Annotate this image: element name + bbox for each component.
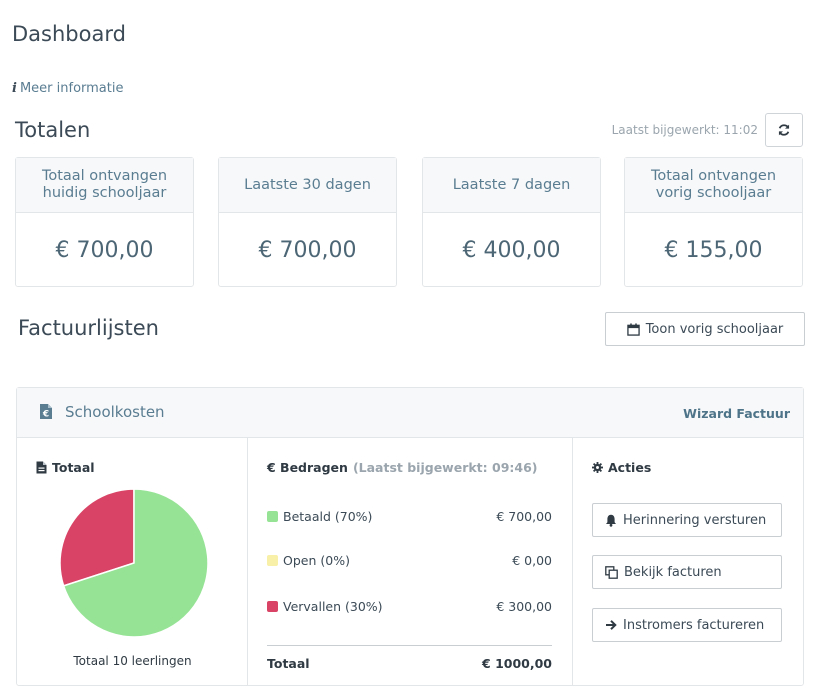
totals-last-updated: Laatst bijgewerkt: 11:02 (611, 123, 758, 137)
amounts-last-updated: (Laatst bijgewerkt: 09:46) (352, 460, 538, 475)
panel-title: Schoolkosten (65, 403, 165, 421)
card-value: € 700,00 (55, 237, 154, 263)
info-icon: i (12, 81, 17, 96)
school-costs-panel: € Schoolkosten Wizard Factuur Totaal Tot… (16, 387, 804, 686)
total-label: Totaal (267, 656, 310, 671)
bell-icon (606, 514, 616, 527)
pie-slice-vervallen (59, 488, 135, 587)
pie-slice-betaald (62, 488, 209, 638)
total-column: Totaal Totaal 10 leerlingen (17, 438, 248, 686)
file-icon (36, 461, 47, 474)
actions-column: Acties Herinnering versturen Bekijk fact… (573, 438, 804, 686)
card-value: € 400,00 (462, 237, 561, 263)
send-reminder-button[interactable]: Herinnering versturen (592, 503, 782, 537)
legend-swatch (267, 601, 278, 612)
calendar-icon (626, 322, 640, 336)
invoice-lists-title: Factuurlijsten (18, 316, 159, 340)
total-amount: € 1000,00 (482, 656, 552, 671)
invoice-newcomers-button[interactable]: Instromers factureren (592, 608, 782, 642)
amount-value: € 700,00 (496, 509, 552, 524)
amounts-column-title: € Bedragen (Laatst bijgewerkt: 09:46) (267, 460, 538, 475)
card-value: € 700,00 (258, 237, 357, 263)
refresh-icon (778, 124, 790, 136)
total-card-30-days: Laatste 30 dagen € 700,00 (218, 157, 397, 287)
total-card-current-year: Totaal ontvangen huidig schooljaar € 700… (15, 157, 194, 287)
wizard-invoice-link[interactable]: Wizard Factuur (683, 406, 790, 421)
invoice-newcomers-label: Instromers factureren (623, 617, 765, 633)
amount-total-row: Totaal € 1000,00 (267, 645, 552, 671)
payment-pie-chart (59, 488, 209, 638)
pie-caption: Totaal 10 leerlingen (73, 654, 192, 668)
amount-value: € 0,00 (512, 553, 552, 568)
total-card-7-days: Laatste 7 dagen € 400,00 (422, 157, 601, 287)
show-previous-year-label: Toon vorig schooljaar (645, 321, 784, 337)
actions-column-title: Acties (592, 460, 651, 475)
card-label: Totaal ontvangen huidig schooljaar (16, 158, 193, 213)
totals-title: Totalen (15, 118, 91, 142)
legend-swatch (267, 555, 278, 566)
total-column-title: Totaal (36, 460, 95, 475)
page-title: Dashboard (12, 22, 126, 46)
svg-text:€: € (42, 410, 49, 420)
more-info-link[interactable]: i Meer informatie (12, 81, 123, 96)
total-card-previous-year: Totaal ontvangen vorig schooljaar € 155,… (624, 157, 803, 287)
card-value: € 155,00 (664, 237, 763, 263)
amount-row-paid: Betaald (70%) € 700,00 (267, 509, 552, 524)
arrow-right-icon (606, 620, 617, 630)
amount-value: € 300,00 (496, 599, 552, 614)
amount-label: Betaald (70%) (283, 509, 373, 524)
card-label: Laatste 30 dagen (219, 158, 396, 213)
amount-row-open: Open (0%) € 0,00 (267, 553, 552, 568)
euro-document-icon: € (40, 404, 52, 420)
view-invoices-button[interactable]: Bekijk facturen (592, 555, 782, 589)
amount-label: Vervallen (30%) (283, 599, 383, 614)
card-label: Totaal ontvangen vorig schooljaar (625, 158, 802, 213)
panel-header: € Schoolkosten Wizard Factuur (17, 388, 803, 438)
amounts-column: € Bedragen (Laatst bijgewerkt: 09:46) Be… (248, 438, 573, 686)
refresh-button[interactable] (765, 113, 803, 147)
amount-label: Open (0%) (283, 553, 350, 568)
more-info-label: Meer informatie (19, 81, 124, 96)
cog-icon (592, 462, 603, 473)
amount-row-overdue: Vervallen (30%) € 300,00 (267, 599, 552, 614)
send-reminder-label: Herinnering versturen (623, 512, 767, 528)
view-invoices-label: Bekijk facturen (624, 564, 722, 580)
legend-swatch (267, 511, 278, 522)
card-label: Laatste 7 dagen (423, 158, 600, 213)
copy-icon (605, 565, 618, 579)
show-previous-year-button[interactable]: Toon vorig schooljaar (605, 312, 805, 346)
